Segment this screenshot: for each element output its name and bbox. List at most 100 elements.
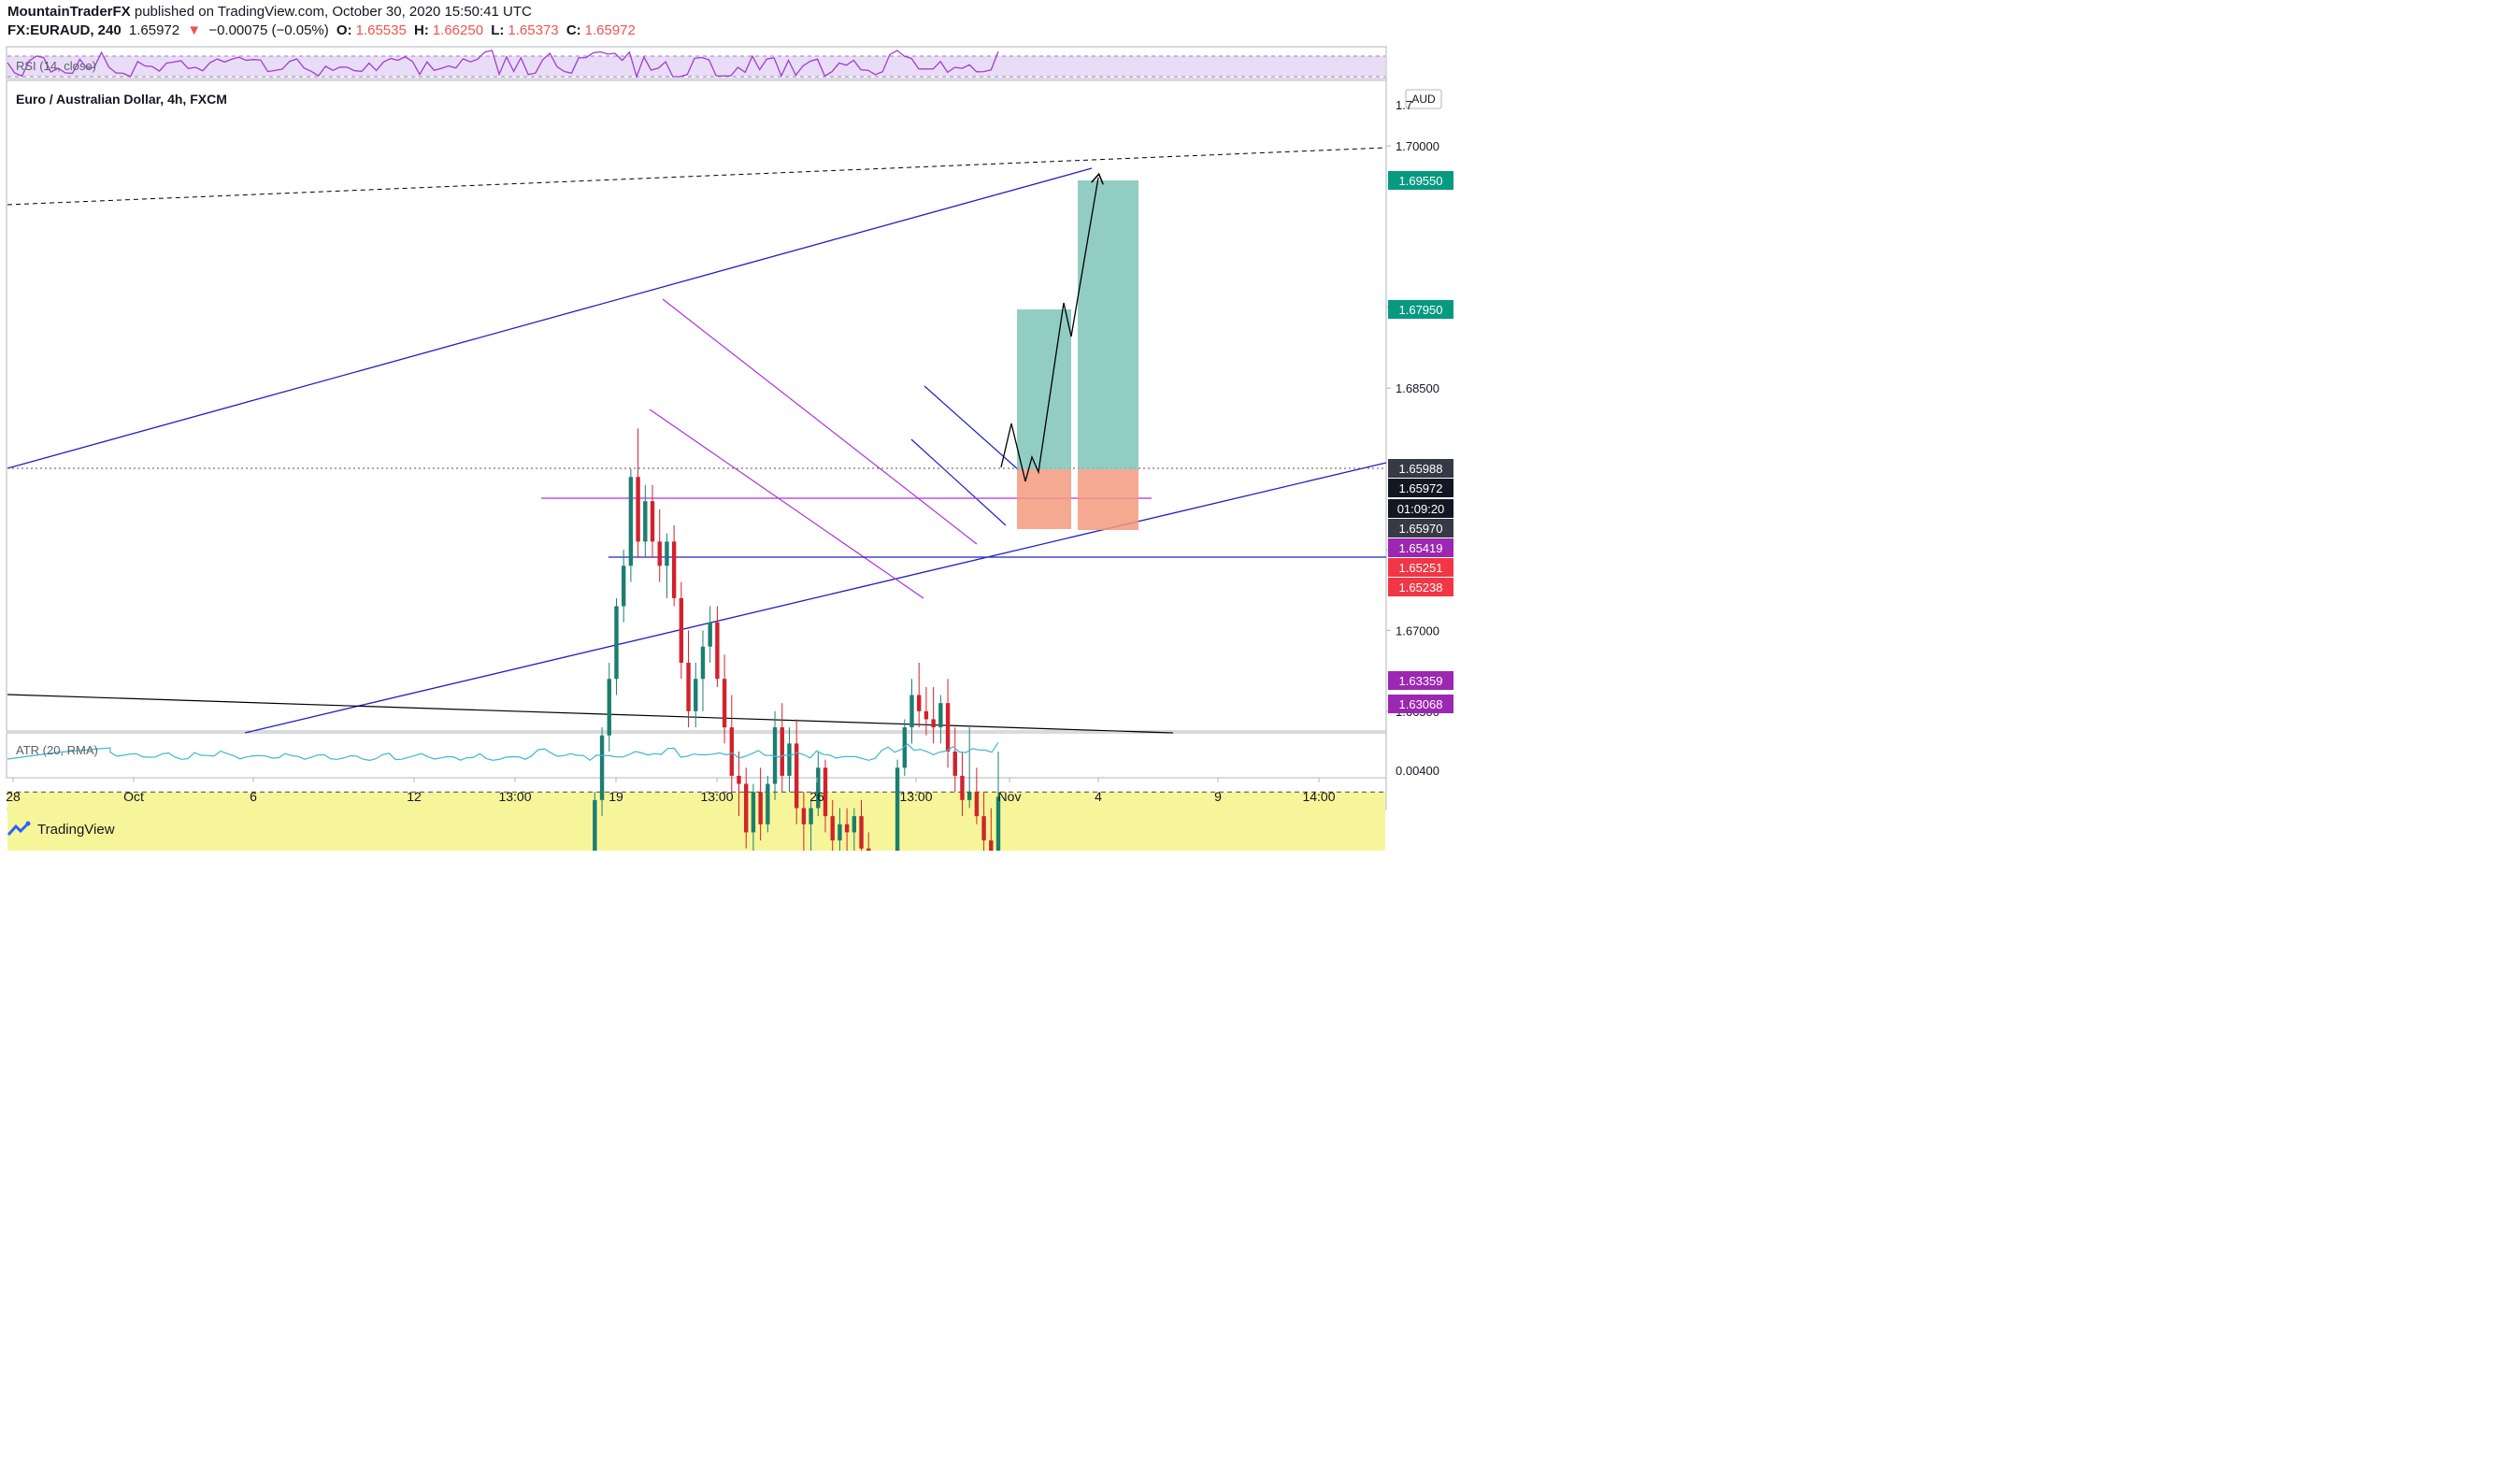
candle-body bbox=[830, 816, 835, 841]
candle-body bbox=[665, 541, 669, 566]
target-box-2[interactable] bbox=[1078, 180, 1138, 469]
x-tick-label: Nov bbox=[998, 789, 1022, 804]
candle-body bbox=[981, 816, 986, 841]
candle bbox=[960, 752, 965, 817]
black-trendline[interactable] bbox=[7, 694, 1174, 734]
price-label-bg bbox=[1388, 671, 1453, 690]
channel-lower-line[interactable] bbox=[244, 462, 1387, 734]
price-label-bg bbox=[1388, 538, 1453, 557]
candle bbox=[989, 808, 994, 851]
channel-upper-line[interactable] bbox=[7, 167, 1093, 469]
price-label-text: 1.65419 bbox=[1399, 541, 1443, 555]
candle-body bbox=[909, 695, 914, 728]
currency-badge[interactable] bbox=[1405, 89, 1442, 109]
high-value: 1.66250 bbox=[432, 22, 484, 38]
candle bbox=[671, 525, 677, 607]
last-price: 1.65972 bbox=[128, 22, 180, 38]
descending-channel-upper[interactable] bbox=[662, 298, 978, 545]
price-label-bg bbox=[1388, 558, 1453, 577]
projection-path[interactable] bbox=[1000, 178, 1098, 482]
candle-body bbox=[816, 767, 821, 809]
candle-body bbox=[621, 566, 626, 607]
candle-body bbox=[989, 840, 994, 851]
candle bbox=[866, 832, 871, 851]
price-label[interactable]: 01:09:20 bbox=[1388, 499, 1453, 518]
candle bbox=[729, 695, 735, 793]
candle bbox=[599, 727, 605, 817]
x-tick-label: 13:00 bbox=[899, 789, 932, 804]
atr-line bbox=[7, 741, 999, 762]
price-label-bg bbox=[1388, 300, 1453, 319]
price-label[interactable]: 1.63068 bbox=[1388, 695, 1453, 713]
flag-lower-line[interactable] bbox=[910, 438, 1007, 526]
price-label[interactable]: 1.65238 bbox=[1388, 578, 1453, 596]
price-label-text: 1.65972 bbox=[1399, 481, 1443, 495]
candle-body bbox=[599, 735, 605, 800]
candle-body bbox=[952, 752, 957, 776]
x-tick-label: Oct bbox=[123, 789, 144, 804]
price-chart[interactable]: RSI (14, close) Euro / Australian Dollar… bbox=[0, 0, 1466, 851]
price-label-text: 1.65988 bbox=[1399, 462, 1443, 476]
candle bbox=[686, 630, 691, 728]
candle-body bbox=[636, 477, 640, 542]
candle bbox=[794, 719, 799, 824]
stop-box-2[interactable] bbox=[1078, 469, 1138, 530]
candle bbox=[780, 703, 784, 793]
candle-body bbox=[758, 792, 763, 824]
atr-pane[interactable] bbox=[6, 732, 1387, 779]
x-tick-label: 13:00 bbox=[498, 789, 531, 804]
candle bbox=[700, 630, 706, 711]
price-label[interactable]: 1.65972 bbox=[1388, 479, 1453, 497]
price-label-text: 01:09:20 bbox=[1397, 502, 1445, 516]
candle-body bbox=[694, 679, 698, 711]
price-label[interactable]: 1.65988 bbox=[1388, 459, 1453, 478]
candle-body bbox=[809, 808, 813, 824]
dashed-trendline[interactable] bbox=[7, 147, 1387, 206]
candle-body bbox=[607, 679, 611, 736]
candle bbox=[816, 752, 821, 817]
price-label[interactable]: 1.67950 bbox=[1388, 300, 1453, 319]
candle bbox=[621, 550, 626, 623]
price-label[interactable]: 1.65419 bbox=[1388, 538, 1453, 557]
zone-resistance-support bbox=[7, 792, 1385, 851]
price-label-text: 1.65238 bbox=[1399, 580, 1443, 595]
price-label-text: 1.63359 bbox=[1399, 674, 1443, 688]
candle-body bbox=[924, 710, 929, 720]
candle bbox=[823, 759, 828, 833]
descending-channel-lower[interactable] bbox=[649, 408, 924, 599]
author-name[interactable]: MountainTraderFX bbox=[7, 4, 131, 20]
candle-body bbox=[700, 646, 706, 680]
candle-body bbox=[657, 541, 662, 566]
x-tick-label: 28 bbox=[6, 789, 21, 804]
candle bbox=[859, 799, 864, 851]
candle-body bbox=[794, 743, 799, 809]
candle-body bbox=[801, 808, 807, 824]
candle bbox=[715, 606, 720, 687]
candle-body bbox=[708, 622, 712, 647]
tradingview-footer[interactable]: TradingView bbox=[7, 821, 115, 838]
candle-body bbox=[628, 477, 634, 566]
candle-body bbox=[787, 743, 792, 776]
price-label-bg bbox=[1388, 171, 1453, 190]
price-label[interactable]: 1.65251 bbox=[1388, 558, 1453, 577]
x-tick-label: 9 bbox=[1214, 789, 1222, 804]
symbol-label: FX:EURAUD, 240 bbox=[7, 22, 122, 38]
candle-body bbox=[766, 783, 770, 824]
price-label-text: 1.67950 bbox=[1399, 303, 1443, 317]
candle bbox=[766, 775, 770, 833]
price-label[interactable]: 1.63359 bbox=[1388, 671, 1453, 690]
candle-body bbox=[671, 541, 677, 598]
candle bbox=[744, 767, 749, 849]
candle-body bbox=[650, 501, 655, 542]
candle bbox=[801, 792, 807, 851]
candle bbox=[945, 679, 951, 768]
candle-body bbox=[614, 606, 619, 680]
price-label[interactable]: 1.69550 bbox=[1388, 171, 1453, 190]
price-label[interactable]: 1.65970 bbox=[1388, 519, 1453, 538]
target-box-1[interactable] bbox=[1017, 309, 1071, 469]
publish-line: MountainTraderFX published on TradingVie… bbox=[7, 4, 532, 20]
main-pane[interactable] bbox=[6, 79, 1387, 732]
candle bbox=[657, 509, 662, 582]
candle bbox=[722, 654, 727, 744]
candle-body bbox=[852, 816, 857, 833]
